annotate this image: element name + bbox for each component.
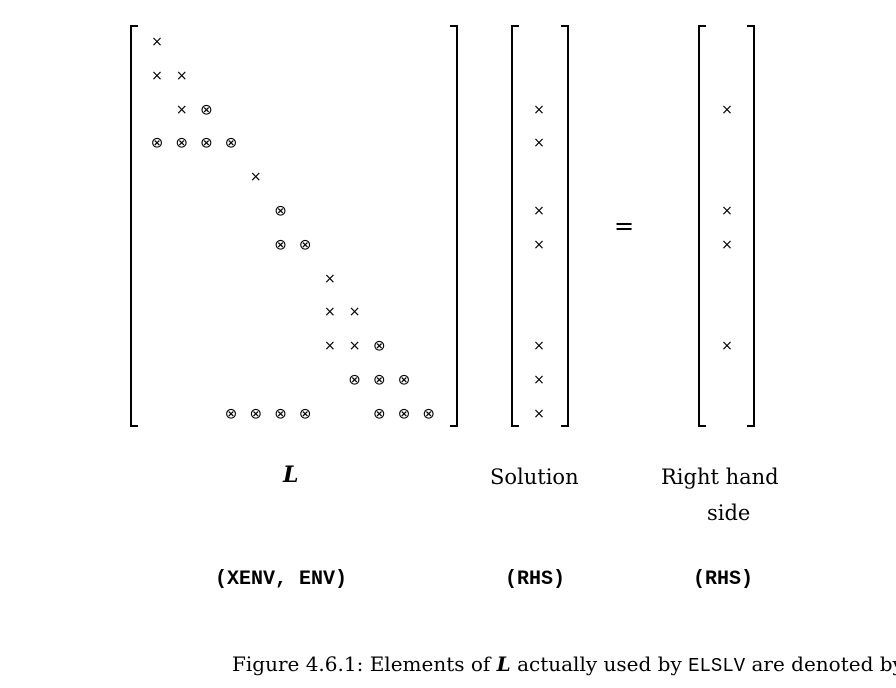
solution-left-bracket [511, 25, 519, 427]
rhs-left-bracket [698, 25, 706, 427]
solution-entry-3: × [533, 101, 545, 118]
matrix-L-entry-r12-c12: ⊗ [422, 404, 435, 423]
caption-suffix: are denoted by [745, 652, 896, 676]
rhs-right-bracket [747, 25, 755, 427]
matrix-L-entry-r8-c8: × [324, 270, 336, 287]
matrix-L-entry-r10-c9: × [348, 338, 361, 355]
rhs-entry-7: × [721, 236, 733, 253]
rhs-entry-3: × [721, 101, 733, 118]
matrix-L-entry-r11-c11: ⊗ [397, 370, 411, 389]
matrix-L-entry-r11-c9: ⊗ [348, 370, 361, 389]
rhs-label-line2: side [707, 501, 751, 525]
matrix-L-entry-r9-c8: × [324, 304, 336, 321]
equals-sign: = [613, 212, 635, 240]
matrix-L-entry-r2-c1: × [151, 67, 163, 84]
solution-entry-11: × [533, 372, 545, 388]
figure-caption: Figure 4.6.1: Elements of L actually use… [232, 652, 896, 677]
matrix-L-entry-r4-c1: ⊗ [150, 133, 164, 152]
matrix-L-left-bracket [130, 25, 138, 427]
matrix-L-entry-r12-c11: ⊗ [397, 404, 411, 423]
matrix-L-entry-r1-c1: × [151, 34, 163, 50]
matrix-L-entry-r6-c6: ⊗ [274, 201, 287, 220]
caption-matrix: L [496, 652, 511, 676]
matrix-L-entry-r7-c6: ⊗ [274, 235, 287, 254]
matrix-L-entry-r11-c10: ⊗ [373, 370, 386, 389]
matrix-L-entry-r7-c7: ⊗ [298, 235, 312, 254]
matrix-L-right-bracket [450, 25, 458, 427]
rhs-entry-6: × [721, 203, 733, 219]
matrix-L-entry-r12-c7: ⊗ [298, 404, 312, 423]
solution-entry-6: × [533, 203, 545, 219]
matrix-L-entry-r5-c5: × [249, 169, 262, 186]
matrix-L-entry-r12-c10: ⊗ [373, 404, 386, 423]
matrix-L-entry-r10-c10: ⊗ [373, 336, 386, 355]
matrix-L-label: L [283, 462, 299, 488]
matrix-L-entry-r4-c3: ⊗ [200, 133, 213, 152]
matrix-L-entry-r4-c4: ⊗ [224, 133, 238, 152]
storage-rhs-label: (RHS) [693, 568, 754, 591]
caption-middle: actually used by [510, 652, 689, 676]
solution-entry-10: × [533, 338, 545, 355]
rhs-label-line1: Right hand [661, 465, 779, 489]
matrix-L-entry-r3-c2: × [175, 101, 188, 118]
rhs-entry-10: × [721, 338, 733, 355]
matrix-L-entry-r12-c4: ⊗ [224, 404, 238, 423]
caption-routine: ELSLV [688, 655, 746, 677]
matrix-L-entry-r2-c2: × [175, 67, 188, 84]
matrix-L-entry-r4-c2: ⊗ [175, 133, 188, 152]
solution-entry-12: × [533, 405, 545, 422]
caption-prefix: Figure 4.6.1: Elements of [232, 652, 497, 676]
storage-solution-label: (RHS) [505, 568, 566, 591]
matrix-L-entry-r12-c6: ⊗ [274, 404, 287, 423]
matrix-L-entry-r3-c3: ⊗ [200, 100, 213, 119]
solution-entry-4: × [533, 135, 545, 152]
matrix-L-entry-r9-c9: × [348, 304, 361, 321]
solution-label: Solution [490, 465, 579, 489]
storage-L-label: (XENV, ENV) [215, 568, 348, 591]
solution-right-bracket [561, 25, 569, 427]
matrix-L-entry-r10-c8: × [324, 338, 336, 355]
solution-entry-7: × [533, 236, 545, 253]
matrix-L-entry-r12-c5: ⊗ [249, 404, 263, 423]
